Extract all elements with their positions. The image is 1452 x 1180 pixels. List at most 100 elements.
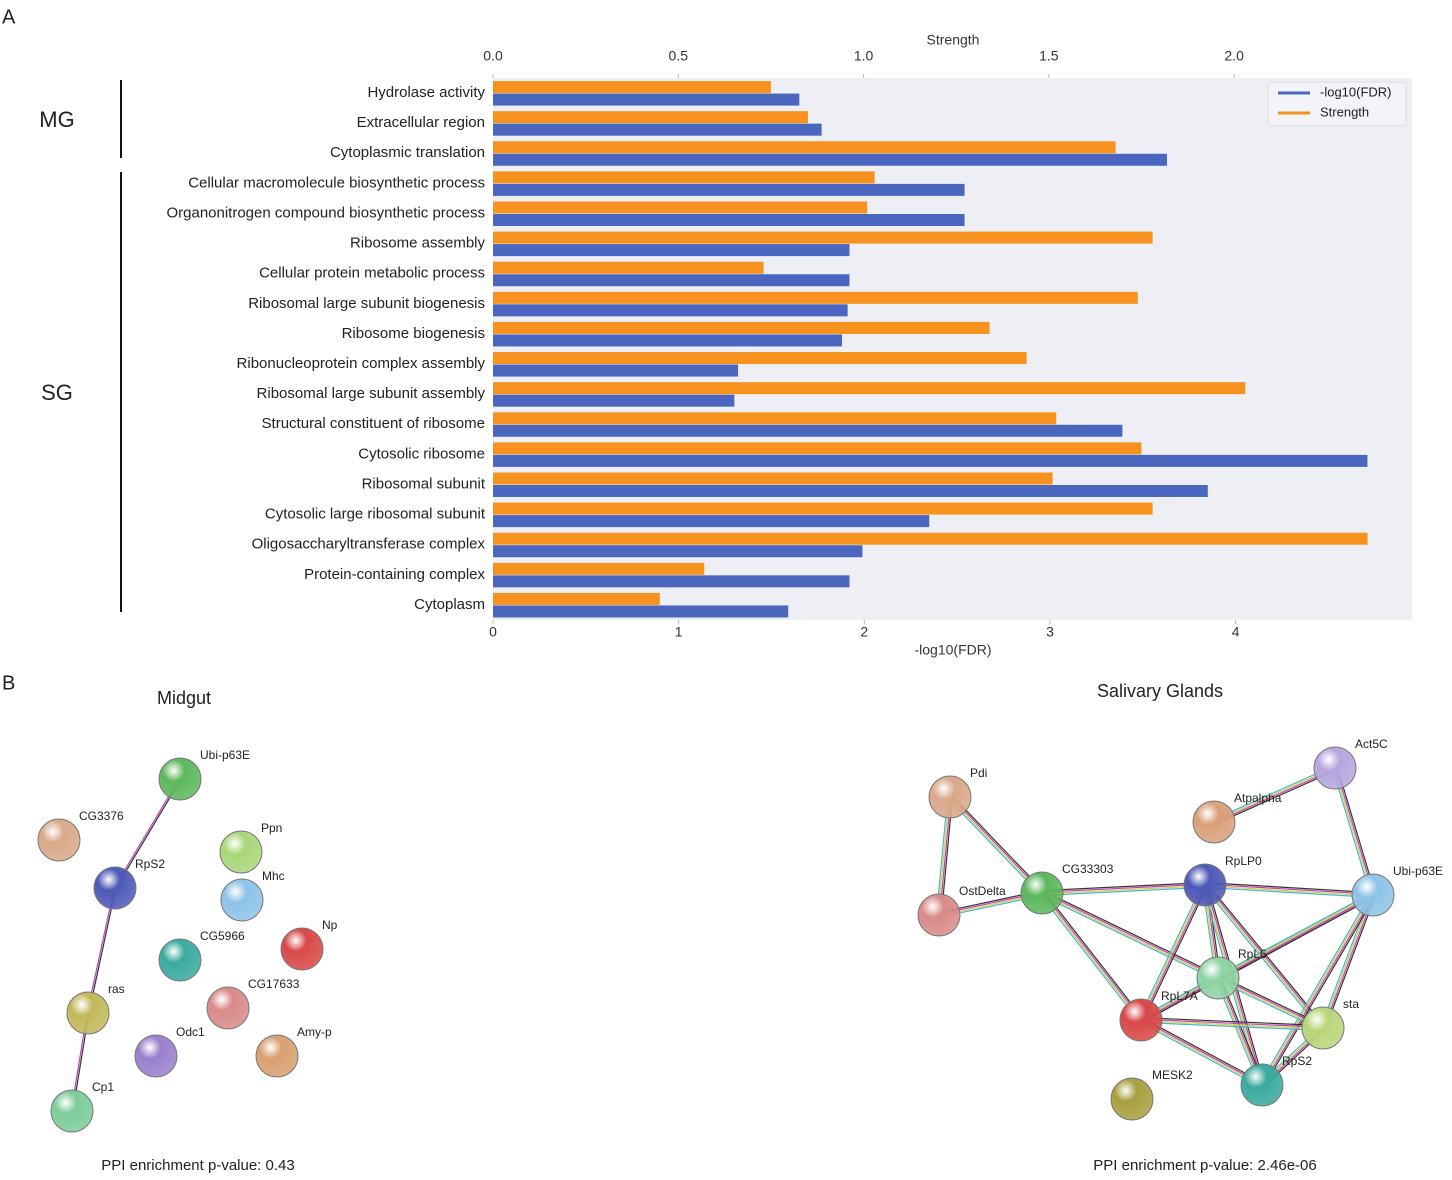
network-edge: [1139, 884, 1205, 1020]
network-edge: [1139, 1021, 1262, 1088]
network-edge: [1336, 767, 1376, 895]
network-edge: [1204, 885, 1373, 897]
network-node: [219, 830, 263, 874]
network-edge: [1141, 1018, 1324, 1028]
bar: [493, 231, 1153, 244]
network-edge: [1140, 1021, 1323, 1031]
network-node: [1240, 1063, 1284, 1107]
network-edge: [1259, 893, 1372, 1085]
network-node: [928, 775, 972, 819]
bar: [493, 454, 1368, 467]
category-label: Structural constituent of ribosome: [262, 415, 485, 432]
node-label: Ubi-p63E: [200, 748, 250, 762]
network-edge: [1333, 768, 1373, 896]
network-edge: [1332, 768, 1372, 896]
bar: [493, 515, 930, 528]
node-label: CG5966: [200, 929, 245, 943]
network-edge: [1213, 766, 1335, 822]
network-node: [93, 866, 137, 910]
category-label: Cytosolic large ribosomal subunit: [265, 506, 486, 523]
legend-label: Strength: [1320, 104, 1369, 119]
node-label: CG17633: [248, 977, 300, 991]
category-label: Hydrolase activity: [367, 84, 485, 101]
network-edge: [1320, 893, 1372, 1028]
network-edge: [1142, 885, 1208, 1022]
network-edge: [1205, 883, 1374, 895]
category-label: Organonitrogen compound biosynthetic pro…: [166, 204, 485, 221]
x2-tick-label: 0.5: [669, 48, 689, 64]
network-edge: [1335, 767, 1375, 895]
panel-label: B: [2, 672, 15, 694]
network-edge: [1141, 1017, 1324, 1027]
bar: [493, 141, 1116, 154]
node-label: OstDelta: [959, 884, 1006, 898]
category-label: Cellular macromolecule biosynthetic proc…: [188, 174, 485, 191]
category-label: Cytoplasmic translation: [330, 144, 485, 161]
node-label: Odc1: [176, 1025, 205, 1039]
network-node: [220, 878, 264, 922]
network-node: [280, 927, 324, 971]
node-label: ras: [108, 982, 125, 996]
node-label: RpLP0: [1225, 854, 1262, 868]
node-label: CG3376: [79, 809, 124, 823]
bar: [493, 123, 822, 136]
bar: [493, 592, 660, 605]
network-footer: PPI enrichment p-value: 0.43: [101, 1157, 294, 1174]
network-edge: [1042, 891, 1219, 978]
network-edge: [1041, 883, 1205, 893]
network-edge: [951, 794, 1045, 892]
bar: [493, 81, 771, 94]
bar: [493, 274, 850, 287]
network-edge: [1262, 895, 1375, 1086]
category-label: Ribonucleoprotein complex assembly: [237, 355, 486, 372]
node-label: RpL6: [1238, 947, 1267, 961]
network-edge: [1042, 886, 1206, 896]
category-label: Cytoplasm: [414, 596, 485, 613]
network-node: [1351, 873, 1395, 917]
network-node: [134, 1034, 178, 1078]
network-edge: [1214, 768, 1336, 824]
x-axis-label: -log10(FDR): [914, 642, 991, 658]
bar: [493, 261, 764, 274]
bar: [493, 171, 875, 184]
category-label: Ribosome biogenesis: [342, 325, 485, 342]
bar: [493, 575, 850, 588]
category-label: Ribosome assembly: [350, 235, 486, 252]
node-label: Pdi: [970, 766, 987, 780]
panel-label: A: [2, 6, 16, 28]
network-node: [158, 938, 202, 982]
network-edge: [1205, 882, 1374, 894]
bar: [493, 502, 1153, 515]
bar: [493, 605, 789, 618]
network-node: [66, 991, 110, 1035]
network-edge: [1040, 893, 1141, 1021]
bar: [493, 545, 863, 558]
network-node: [1183, 863, 1227, 907]
network-node: [1301, 1006, 1345, 1050]
node-label: RpL7A: [1161, 989, 1198, 1003]
network-edge: [1263, 895, 1376, 1087]
node-label: Cp1: [92, 1080, 114, 1094]
bar: [493, 352, 1027, 365]
network-footer: PPI enrichment p-value: 2.46e-06: [1093, 1157, 1316, 1174]
network-edge: [1138, 883, 1204, 1020]
x-tick-label: 4: [1232, 624, 1240, 640]
network-edge: [1141, 885, 1207, 1021]
bar: [493, 442, 1142, 455]
network-edge: [1214, 769, 1337, 825]
bar: [493, 382, 1246, 395]
network-edge: [1043, 891, 1144, 1019]
bar: [493, 214, 965, 226]
x2-tick-label: 1.0: [854, 48, 874, 64]
network-node: [1110, 1077, 1154, 1121]
bar: [493, 201, 868, 214]
group-label: MG: [39, 107, 74, 132]
node-label: Ppn: [261, 821, 282, 835]
category-label: Ribosomal large subunit biogenesis: [248, 295, 485, 312]
bar: [493, 562, 705, 575]
bar: [493, 412, 1057, 425]
node-label: Act5C: [1355, 737, 1388, 751]
network-node: [206, 986, 250, 1030]
category-label: Cytosolic ribosome: [358, 445, 485, 462]
